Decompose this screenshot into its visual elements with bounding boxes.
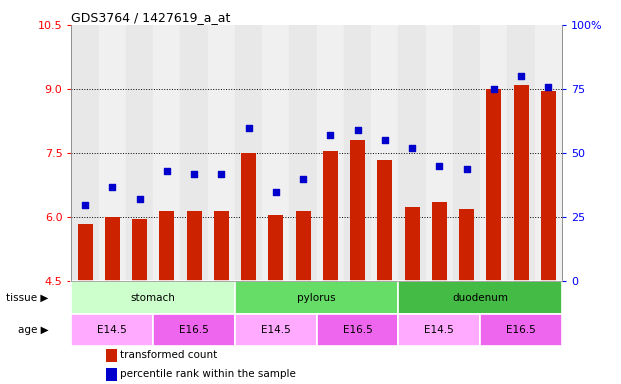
Text: E16.5: E16.5	[506, 324, 536, 334]
Point	[271, 189, 281, 195]
Text: pylorus: pylorus	[297, 293, 336, 303]
Text: transformed count: transformed count	[120, 350, 218, 360]
Bar	[350, 141, 365, 281]
Bar	[235, 281, 399, 314]
Bar	[289, 25, 317, 281]
Text: tissue ▶: tissue ▶	[6, 293, 48, 303]
Text: stomach: stomach	[131, 293, 176, 303]
Point	[380, 137, 390, 144]
Bar	[426, 25, 453, 281]
Bar	[207, 25, 235, 281]
Text: age ▶: age ▶	[17, 324, 48, 334]
Bar	[541, 91, 556, 281]
Point	[162, 168, 172, 174]
Bar	[344, 25, 371, 281]
Text: GDS3764 / 1427619_a_at: GDS3764 / 1427619_a_at	[71, 11, 231, 24]
Text: E16.5: E16.5	[343, 324, 373, 334]
Text: E14.5: E14.5	[425, 324, 454, 334]
Point	[543, 83, 553, 89]
Bar	[181, 25, 207, 281]
Bar	[71, 314, 153, 346]
Bar	[399, 314, 480, 346]
Bar	[99, 25, 126, 281]
Bar	[106, 368, 117, 381]
Bar	[480, 25, 507, 281]
Point	[461, 166, 471, 172]
Bar	[71, 25, 99, 281]
Bar	[459, 209, 474, 281]
Point	[516, 73, 526, 79]
Bar	[235, 314, 317, 346]
Bar	[153, 25, 181, 281]
Bar	[507, 25, 535, 281]
Bar	[186, 211, 202, 281]
Bar	[317, 25, 344, 281]
Point	[107, 184, 117, 190]
Bar	[160, 211, 175, 281]
Point	[434, 163, 444, 169]
Bar	[296, 211, 310, 281]
Text: duodenum: duodenum	[452, 293, 508, 303]
Bar	[78, 224, 93, 281]
Point	[353, 127, 363, 133]
Bar	[378, 160, 392, 281]
Bar	[241, 153, 256, 281]
Point	[189, 170, 199, 177]
Bar	[153, 314, 235, 346]
Point	[298, 176, 308, 182]
Bar	[105, 217, 120, 281]
Point	[80, 202, 90, 208]
Text: percentile rank within the sample: percentile rank within the sample	[120, 369, 296, 379]
Bar	[214, 211, 229, 281]
Point	[325, 132, 335, 138]
Bar	[453, 25, 480, 281]
Bar	[486, 89, 501, 281]
Bar	[480, 314, 562, 346]
Bar	[132, 220, 147, 281]
Bar	[399, 281, 562, 314]
Bar	[405, 207, 420, 281]
Point	[135, 196, 145, 202]
Text: E16.5: E16.5	[179, 324, 209, 334]
Bar	[268, 215, 283, 281]
Bar	[535, 25, 562, 281]
Bar	[126, 25, 153, 281]
Bar	[262, 25, 289, 281]
Text: E14.5: E14.5	[261, 324, 291, 334]
Point	[407, 145, 417, 151]
Bar	[432, 202, 447, 281]
Text: E14.5: E14.5	[97, 324, 127, 334]
Bar	[399, 25, 426, 281]
Bar	[514, 85, 528, 281]
Bar	[106, 349, 117, 361]
Bar	[235, 25, 262, 281]
Point	[489, 86, 499, 92]
Bar	[71, 281, 235, 314]
Bar	[317, 314, 399, 346]
Bar	[323, 151, 338, 281]
Point	[216, 170, 226, 177]
Bar	[371, 25, 399, 281]
Point	[243, 124, 253, 131]
